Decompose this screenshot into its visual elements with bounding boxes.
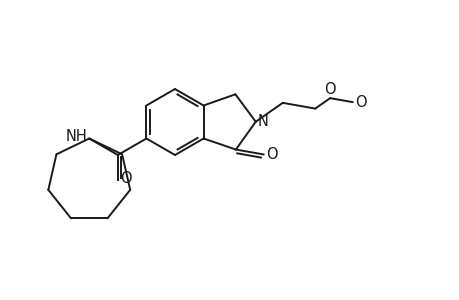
Text: NH: NH [65, 129, 87, 144]
Text: O: O [324, 82, 335, 97]
Text: O: O [120, 171, 131, 186]
Text: N: N [257, 114, 268, 129]
Text: O: O [266, 147, 278, 162]
Text: O: O [354, 95, 366, 110]
